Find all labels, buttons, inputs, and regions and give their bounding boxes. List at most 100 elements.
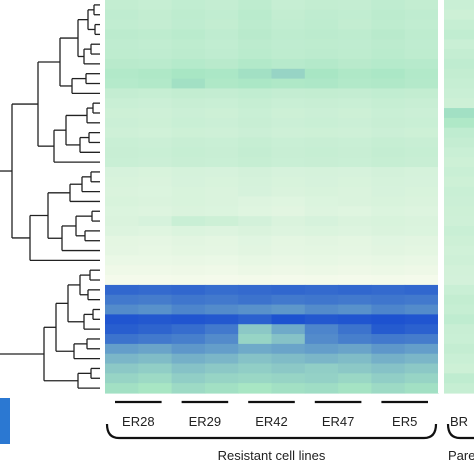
heatmap-cell <box>304 167 339 178</box>
heatmap-cell <box>238 353 273 365</box>
heatmap-cell <box>304 383 339 394</box>
heatmap-cell <box>138 314 173 325</box>
heatmap-cell <box>171 137 206 148</box>
heatmap-cell <box>371 363 406 374</box>
heatmap-cell <box>138 324 173 335</box>
heatmap-cell <box>338 167 372 178</box>
heatmap-cell <box>444 265 474 276</box>
heatmap-cell <box>138 353 173 365</box>
heatmap-cell <box>404 9 439 21</box>
heatmap-cell <box>204 304 239 315</box>
heatmap-cell <box>338 68 372 80</box>
heatmap-cell <box>171 353 206 365</box>
heatmap-cell <box>171 245 206 257</box>
heatmap-cell <box>204 68 239 80</box>
heatmap-cell <box>138 137 173 148</box>
heatmap-cell <box>171 334 206 345</box>
heatmap-cell <box>138 186 173 198</box>
heatmap-cell <box>304 78 339 90</box>
heatmap-cell <box>171 373 206 384</box>
heatmap-cell <box>138 0 173 11</box>
heatmap-cell <box>338 196 372 207</box>
heatmap-cell <box>404 19 439 31</box>
heatmap-cell <box>271 88 306 99</box>
heatmap-cell <box>105 9 139 21</box>
heatmap-cell <box>338 19 372 31</box>
heatmap-cell <box>105 68 139 80</box>
heatmap-cell <box>404 294 439 306</box>
heatmap-cell <box>338 343 372 355</box>
heatmap-cell <box>404 0 439 11</box>
heatmap-cell <box>444 157 474 168</box>
heatmap-cell <box>444 39 474 50</box>
heatmap-cell <box>105 334 139 345</box>
heatmap-cell <box>338 353 372 365</box>
heatmap-cell <box>444 196 474 207</box>
heatmap-cell <box>338 324 372 335</box>
heatmap-cell <box>338 334 372 345</box>
heatmap-cell <box>105 0 139 11</box>
heatmap-cell <box>444 167 474 178</box>
heatmap-cell <box>105 245 139 257</box>
heatmap-cell <box>238 265 273 276</box>
heatmap-cell <box>304 304 339 315</box>
heatmap-cell <box>338 284 372 296</box>
heatmap-cell <box>444 343 474 355</box>
heatmap-cell <box>271 255 306 266</box>
heatmap-cell <box>138 29 173 40</box>
heatmap-cell <box>404 186 439 198</box>
heatmap-cell <box>204 157 239 168</box>
heatmap-cell <box>304 98 339 109</box>
heatmap-cell <box>338 383 372 394</box>
heatmap-cell <box>371 0 406 11</box>
heatmap-cell <box>238 255 273 266</box>
heatmap-cell <box>204 19 239 31</box>
heatmap-cell <box>171 324 206 335</box>
heatmap-cell <box>444 108 474 119</box>
heatmap-cell <box>371 19 406 31</box>
heatmap-cell <box>271 117 306 129</box>
heatmap-cell <box>138 206 173 217</box>
heatmap-cell <box>444 58 474 70</box>
heatmap-cell <box>404 88 439 99</box>
heatmap-cell <box>338 186 372 198</box>
heatmap-cell <box>404 127 439 139</box>
heatmap-cell <box>338 58 372 70</box>
heatmap-cell <box>404 216 439 227</box>
heatmap-cell <box>138 127 173 139</box>
heatmap-cell <box>171 186 206 198</box>
heatmap-cell <box>171 206 206 217</box>
heatmap-cell <box>138 49 173 60</box>
heatmap-cell <box>304 127 339 139</box>
group-caption: Pare <box>448 448 474 463</box>
heatmap-cell <box>371 245 406 257</box>
heatmap-cell <box>444 216 474 227</box>
heatmap-cell <box>105 108 139 119</box>
heatmap-cell <box>271 265 306 276</box>
heatmap-cell <box>138 383 173 394</box>
group-label: ER42 <box>255 414 288 429</box>
group-caption: Resistant cell lines <box>218 448 326 463</box>
heatmap-cell <box>171 39 206 50</box>
heatmap-cell <box>338 225 372 237</box>
heatmap-cell <box>105 117 139 129</box>
heatmap-cell <box>444 363 474 374</box>
heatmap-cell <box>304 206 339 217</box>
group-labels: ER28 ER29 ER42 ER47 ER5 BR <box>122 414 468 429</box>
heatmap-cell <box>105 343 139 355</box>
heatmap-cell <box>271 157 306 168</box>
heatmap-cell <box>271 225 306 237</box>
heatmap-cell <box>371 58 406 70</box>
heatmap-cell <box>404 284 439 296</box>
heatmap-cell <box>271 373 306 384</box>
heatmap-cell <box>371 383 406 394</box>
heatmap-cell <box>171 98 206 109</box>
heatmap-cell <box>304 225 339 237</box>
heatmap-cell <box>171 176 206 188</box>
heatmap-cell <box>304 294 339 306</box>
heatmap-cell <box>371 304 406 315</box>
heatmap-cell <box>204 108 239 119</box>
heatmap-cell <box>338 49 372 60</box>
heatmap-cell <box>171 284 206 296</box>
heatmap-cell <box>371 98 406 109</box>
